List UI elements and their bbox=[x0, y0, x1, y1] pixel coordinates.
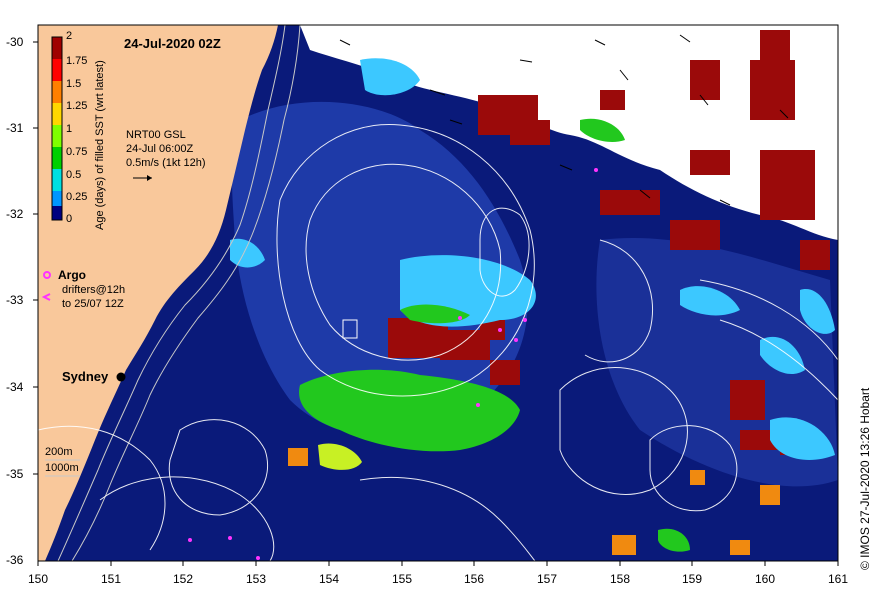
colorbar bbox=[51, 36, 63, 221]
contour-legend-label-200: 200m bbox=[45, 446, 73, 458]
x-axis-tick-label: 160 bbox=[755, 572, 776, 586]
colorbar-tick: 2 bbox=[66, 30, 73, 42]
x-axis-tick-label: 154 bbox=[319, 572, 340, 586]
y-axis-tick-label: -33 bbox=[6, 293, 24, 307]
colorbar-tick: 1 bbox=[66, 123, 73, 135]
city-label-sydney: Sydney bbox=[62, 369, 109, 384]
x-axis-tick-label: 159 bbox=[682, 572, 703, 586]
colorbar-tick: 1.75 bbox=[66, 55, 88, 67]
drifters-legend-line1: drifters@12h bbox=[62, 284, 126, 296]
y-axis-tick-label: -35 bbox=[6, 467, 24, 481]
green-regions bbox=[299, 118, 690, 552]
drifters-legend-line2: to 25/07 12Z bbox=[62, 298, 124, 310]
colorbar-tick: 1.5 bbox=[66, 78, 82, 90]
y-axis-tick-label: -30 bbox=[6, 35, 24, 49]
vector-scale-label: 0.5m/s (1kt 12h) bbox=[126, 157, 206, 169]
argo-legend-symbol bbox=[43, 271, 51, 279]
colorbar-tick: 1.25 bbox=[66, 100, 88, 112]
y-axis-ticks bbox=[33, 41, 38, 475]
sydney-marker bbox=[116, 372, 126, 382]
x-axis-tick-label: 153 bbox=[246, 572, 267, 586]
y-axis-tick-label: -36 bbox=[6, 553, 24, 567]
land-australia bbox=[38, 25, 278, 561]
argo-markers bbox=[188, 168, 598, 560]
map-title: 24-Jul-2020 02Z bbox=[124, 36, 221, 51]
contour-legend-label-1000: 1000m bbox=[45, 462, 79, 474]
colorbar-tick: 0.25 bbox=[66, 191, 88, 203]
colorbar-tick: 0.5 bbox=[66, 169, 82, 181]
orange-pixels bbox=[288, 448, 780, 555]
current-vectors bbox=[339, 34, 789, 206]
y-axis-tick-label: -34 bbox=[6, 380, 24, 394]
current-time-label: 24-Jul 06:00Z bbox=[126, 143, 194, 155]
x-axis-tick-label: 152 bbox=[173, 572, 194, 586]
yellow-green-patch bbox=[318, 443, 362, 470]
x-axis-tick-label: 150 bbox=[28, 572, 49, 586]
ssh-contours bbox=[38, 123, 838, 561]
x-axis-tick-label: 157 bbox=[537, 572, 558, 586]
x-axis-tick-label: 161 bbox=[828, 572, 849, 586]
colorbar-tick: 0 bbox=[66, 213, 73, 225]
x-axis-tick-label: 155 bbox=[392, 572, 413, 586]
drifter-legend-symbol bbox=[41, 293, 51, 301]
plot-frame bbox=[37, 24, 839, 562]
product-label: NRT00 GSL bbox=[126, 129, 186, 141]
colorbar-label: Age (days) of filled SST (wrt latest) bbox=[94, 60, 106, 230]
box-marker bbox=[342, 319, 358, 339]
argo-legend-label: Argo bbox=[58, 268, 86, 282]
bathymetry-contours bbox=[57, 25, 301, 561]
x-axis-tick-label: 151 bbox=[101, 572, 122, 586]
x-axis-tick-label: 156 bbox=[464, 572, 485, 586]
map-plot-area bbox=[38, 25, 838, 561]
y-axis-tick-label: -32 bbox=[6, 207, 24, 221]
colorbar-tick: 0.75 bbox=[66, 146, 88, 158]
x-axis-ticks bbox=[37, 561, 839, 566]
y-axis-tick-label: -31 bbox=[6, 121, 24, 135]
x-axis-tick-label: 158 bbox=[610, 572, 631, 586]
dark-red-pixels bbox=[388, 30, 830, 455]
vector-scale-arrowhead bbox=[147, 175, 152, 181]
credit-label: © IMOS 27-Jul-2020 13:26 Hobart bbox=[858, 387, 872, 570]
